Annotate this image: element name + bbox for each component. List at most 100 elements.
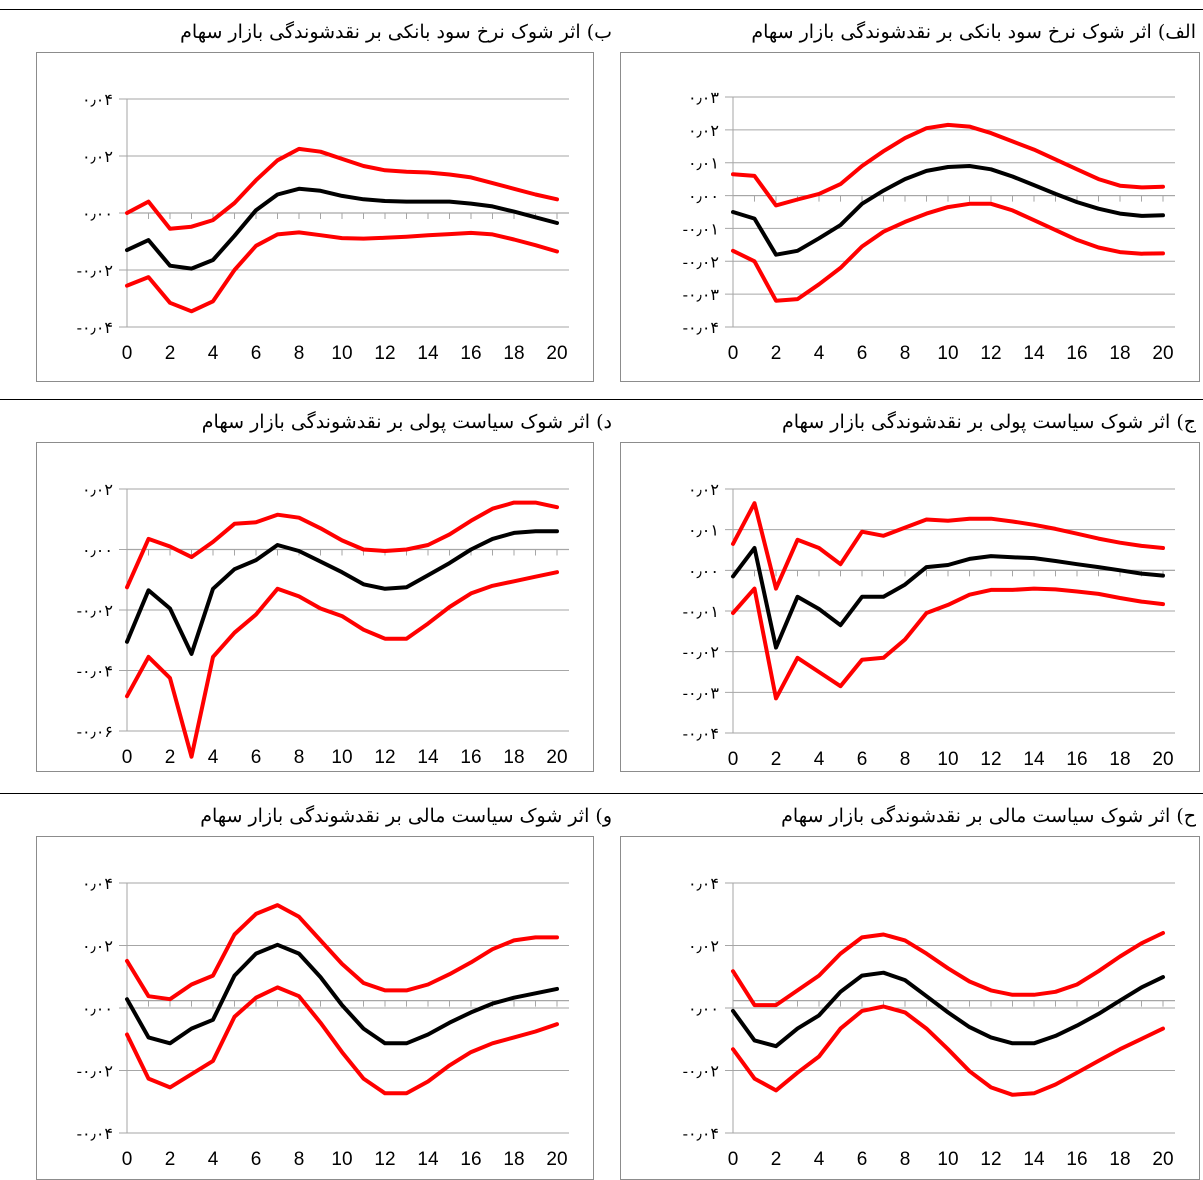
x-tick-label: 16	[460, 343, 481, 364]
x-tick-label: 8	[294, 747, 305, 768]
panel-title: و) اثر شوک سیاست مالی بر نقدشوندگی بازار…	[200, 805, 612, 827]
x-tick-label: 14	[1023, 749, 1045, 770]
x-tick-label: 2	[165, 1149, 176, 1170]
x-tick-label: 12	[374, 343, 395, 364]
x-tick-label: 12	[980, 1149, 1001, 1170]
x-tick-label: 10	[331, 1149, 352, 1170]
chart-frame: ۰٫۰۴ ۰٫۰۲ ۰٫۰۰ -۰٫۰۲ -۰٫۰۴ 0 2 4 6 8 10 12 14 16 18 20	[620, 836, 1200, 1180]
x-tick-label: 12	[980, 749, 1001, 770]
line-chart-he: ۰٫۰۴ ۰٫۰۲ ۰٫۰۰ -۰٫۰۲ -۰٫۰۴ 0 2 4 6 8 10 12 14 16 18 20	[683, 874, 1175, 1170]
x-tick-label: 10	[331, 747, 352, 768]
lower-band-line	[125, 230, 559, 314]
x-tick-label: 0	[122, 1149, 133, 1170]
y-tick-label: ۰٫۰۲	[688, 937, 719, 956]
panel-title: ح) اثر شوک سیاست مالی بر نقدشوندگی بازار…	[781, 805, 1196, 827]
y-tick-label: -۰٫۰۴	[683, 318, 719, 337]
lower-band-line	[731, 1004, 1165, 1097]
x-tick-label: 14	[1023, 1149, 1045, 1170]
y-tick-label: ۰٫۰۰	[82, 541, 113, 560]
x-tick-label: 6	[857, 1149, 868, 1170]
x-tick-label: 18	[503, 343, 524, 364]
y-tick-label: ۰٫۰۰	[688, 561, 719, 580]
y-tick-label: ۰٫۰۱	[688, 154, 719, 173]
x-tick-label: 18	[503, 1149, 524, 1170]
panel-title: ب) اثر شوک نرخ سود بانکی بر نقدشوندگی با…	[180, 21, 612, 43]
y-tick-label: -۰٫۰۴	[683, 1124, 719, 1143]
y-tick-label: ۰٫۰۲	[82, 937, 113, 956]
y-tick-label: ۰٫۰۰	[688, 999, 719, 1018]
x-tick-label: 16	[460, 747, 481, 768]
x-tick-label: 12	[374, 747, 395, 768]
x-tick-label: 20	[1152, 343, 1173, 364]
x-tick-label: 10	[937, 749, 958, 770]
x-tick-label: 18	[1109, 749, 1130, 770]
irf-line	[125, 942, 559, 1046]
x-tick-label: 10	[937, 1149, 958, 1170]
x-tick-label: 20	[546, 747, 567, 768]
x-tick-label: 8	[900, 343, 911, 364]
y-tick-label: ۰٫۰۲	[82, 480, 113, 499]
x-tick-label: 18	[503, 747, 524, 768]
x-tick-label: 14	[417, 747, 439, 768]
x-tick-label: 14	[417, 1149, 439, 1170]
irf-line	[731, 970, 1165, 1049]
line-chart-be: ۰٫۰۴ ۰٫۰۲ ۰٫۰۰ -۰٫۰۲ -۰٫۰۴ 0 2 4 6 8 10 12 14 16 18 20	[77, 90, 569, 364]
upper-band-line	[731, 931, 1165, 1008]
y-tick-label: ۰٫۰۴	[82, 874, 113, 893]
y-tick-label: ۰٫۰۲	[82, 147, 113, 166]
x-tick-label: 20	[546, 1149, 567, 1170]
y-tick-label: ۰٫۰۲	[688, 480, 719, 499]
chart-frame: ۰٫۰۴ ۰٫۰۲ ۰٫۰۰ -۰٫۰۲ -۰٫۰۴ 0 2 4 6 8 10 12 14 16 18 20	[36, 836, 594, 1180]
separator-line-row3	[0, 793, 1203, 794]
y-tick-label: -۰٫۰۲	[683, 643, 719, 662]
panel-title: ج) اثر شوک سیاست پولی بر نقدشوندگی بازار…	[782, 411, 1196, 433]
x-tick-label: 4	[814, 1149, 825, 1170]
x-tick-label: 4	[814, 343, 825, 364]
y-tick-label: -۰٫۰۴	[683, 724, 719, 743]
y-tick-label: -۰٫۰۲	[77, 261, 113, 280]
x-tick-label: 8	[294, 343, 305, 364]
x-tick-label: 16	[1066, 749, 1087, 770]
y-tick-label: -۰٫۰۲	[683, 252, 719, 271]
y-tick-label: -۰٫۰۴	[77, 318, 113, 337]
upper-band-line	[731, 501, 1165, 591]
x-tick-label: 6	[251, 747, 262, 768]
y-tick-label: -۰٫۰۱	[683, 602, 719, 621]
chart-frame: ۰٫۰۲ ۰٫۰۱ ۰٫۰۰ -۰٫۰۱ -۰٫۰۲ -۰٫۰۳ -۰٫۰۴ 0 2 4 6 8 10 1…	[620, 442, 1200, 772]
x-tick-label: 16	[460, 1149, 481, 1170]
x-tick-label: 8	[900, 1149, 911, 1170]
irf-line	[731, 546, 1165, 650]
x-tick-label: 2	[771, 1149, 782, 1170]
y-tick-label: ۰٫۰۳	[688, 88, 719, 107]
x-tick-label: 14	[417, 343, 439, 364]
x-tick-label: 12	[374, 1149, 395, 1170]
x-tick-label: 0	[122, 747, 133, 768]
line-chart-jim: ۰٫۰۲ ۰٫۰۱ ۰٫۰۰ -۰٫۰۱ -۰٫۰۲ -۰٫۰۳ -۰٫۰۴ 0 2 4 6 8 10 1…	[683, 480, 1175, 770]
x-tick-label: 8	[294, 1149, 305, 1170]
x-tick-label: 0	[728, 749, 739, 770]
x-tick-label: 20	[1152, 1149, 1173, 1170]
x-tick-label: 16	[1066, 1149, 1087, 1170]
x-tick-label: 8	[900, 749, 911, 770]
lower-band-line	[125, 570, 559, 759]
x-tick-label: 4	[208, 747, 219, 768]
x-tick-label: 18	[1109, 343, 1130, 364]
x-tick-label: 2	[771, 749, 782, 770]
x-tick-label: 4	[208, 1149, 219, 1170]
x-tick-label: 6	[857, 343, 868, 364]
y-tick-label: -۰٫۰۳	[683, 285, 720, 304]
irf-line	[125, 529, 559, 656]
x-tick-label: 4	[814, 749, 825, 770]
upper-band-line	[125, 500, 559, 590]
y-tick-label: -۰٫۰۱	[683, 219, 719, 238]
y-tick-label: -۰٫۰۲	[77, 1062, 113, 1081]
y-tick-label: -۰٫۰۳	[683, 683, 720, 702]
y-tick-label: ۰٫۰۰	[82, 204, 113, 223]
x-tick-label: 4	[208, 343, 219, 364]
upper-band-line	[125, 146, 559, 231]
x-tick-label: 2	[165, 747, 176, 768]
chart-frame: ۰٫۰۴ ۰٫۰۲ ۰٫۰۰ -۰٫۰۲ -۰٫۰۴ 0 2 4 6 8 10 12 14 16 18 20	[36, 52, 594, 382]
x-tick-label: 10	[937, 343, 958, 364]
x-tick-label: 14	[1023, 343, 1045, 364]
x-tick-label: 6	[857, 749, 868, 770]
